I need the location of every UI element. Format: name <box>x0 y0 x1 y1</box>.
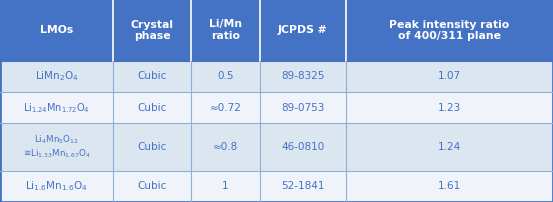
Text: 52-1841: 52-1841 <box>281 181 325 191</box>
Bar <box>191 0 260 61</box>
Bar <box>113 123 191 170</box>
Bar <box>260 0 346 61</box>
Bar <box>346 123 553 170</box>
Text: 1: 1 <box>222 181 228 191</box>
Bar <box>346 170 553 202</box>
Text: ≈0.72: ≈0.72 <box>210 103 241 113</box>
Text: 1.24: 1.24 <box>437 142 461 152</box>
Bar <box>346 92 553 123</box>
Text: Li/Mn
ratio: Li/Mn ratio <box>209 20 242 41</box>
Text: 89-8325: 89-8325 <box>281 71 325 81</box>
Bar <box>260 170 346 202</box>
Bar <box>260 61 346 92</box>
Bar <box>113 0 191 61</box>
Bar <box>191 61 260 92</box>
Bar <box>191 92 260 123</box>
Bar <box>260 92 346 123</box>
Text: Cubic: Cubic <box>137 142 167 152</box>
Text: Li$_{1.24}$Mn$_{1.72}$O$_4$: Li$_{1.24}$Mn$_{1.72}$O$_4$ <box>23 101 90 115</box>
Text: LMOs: LMOs <box>40 25 74 35</box>
Bar <box>191 170 260 202</box>
Text: 46-0810: 46-0810 <box>281 142 325 152</box>
Text: Li$_4$Mn$_5$O$_{12}$
≅Li$_{1.33}$Mn$_{1.67}$O$_4$: Li$_4$Mn$_5$O$_{12}$ ≅Li$_{1.33}$Mn$_{1.… <box>23 134 91 160</box>
Bar <box>346 61 553 92</box>
Text: Cubic: Cubic <box>137 103 167 113</box>
Text: ≈0.8: ≈0.8 <box>213 142 238 152</box>
Text: 1.61: 1.61 <box>437 181 461 191</box>
Bar <box>0 170 113 202</box>
Bar <box>191 123 260 170</box>
Text: Cubic: Cubic <box>137 71 167 81</box>
Bar <box>113 170 191 202</box>
Text: Cubic: Cubic <box>137 181 167 191</box>
Text: Li$_{1.6}$Mn$_{1.6}$O$_4$: Li$_{1.6}$Mn$_{1.6}$O$_4$ <box>25 179 88 193</box>
Bar <box>0 61 113 92</box>
Bar <box>0 123 113 170</box>
Bar <box>113 61 191 92</box>
Bar <box>0 0 113 61</box>
Text: LiMn$_2$O$_4$: LiMn$_2$O$_4$ <box>35 69 79 83</box>
Text: 0.5: 0.5 <box>217 71 233 81</box>
Bar <box>113 92 191 123</box>
Text: Crystal
phase: Crystal phase <box>131 20 174 41</box>
Text: 89-0753: 89-0753 <box>281 103 325 113</box>
Bar <box>260 123 346 170</box>
Text: Peak intensity ratio
of 400/311 plane: Peak intensity ratio of 400/311 plane <box>389 20 509 41</box>
Bar <box>346 0 553 61</box>
Text: 1.23: 1.23 <box>437 103 461 113</box>
Text: 1.07: 1.07 <box>438 71 461 81</box>
Bar <box>0 92 113 123</box>
Text: JCPDS #: JCPDS # <box>278 25 327 35</box>
